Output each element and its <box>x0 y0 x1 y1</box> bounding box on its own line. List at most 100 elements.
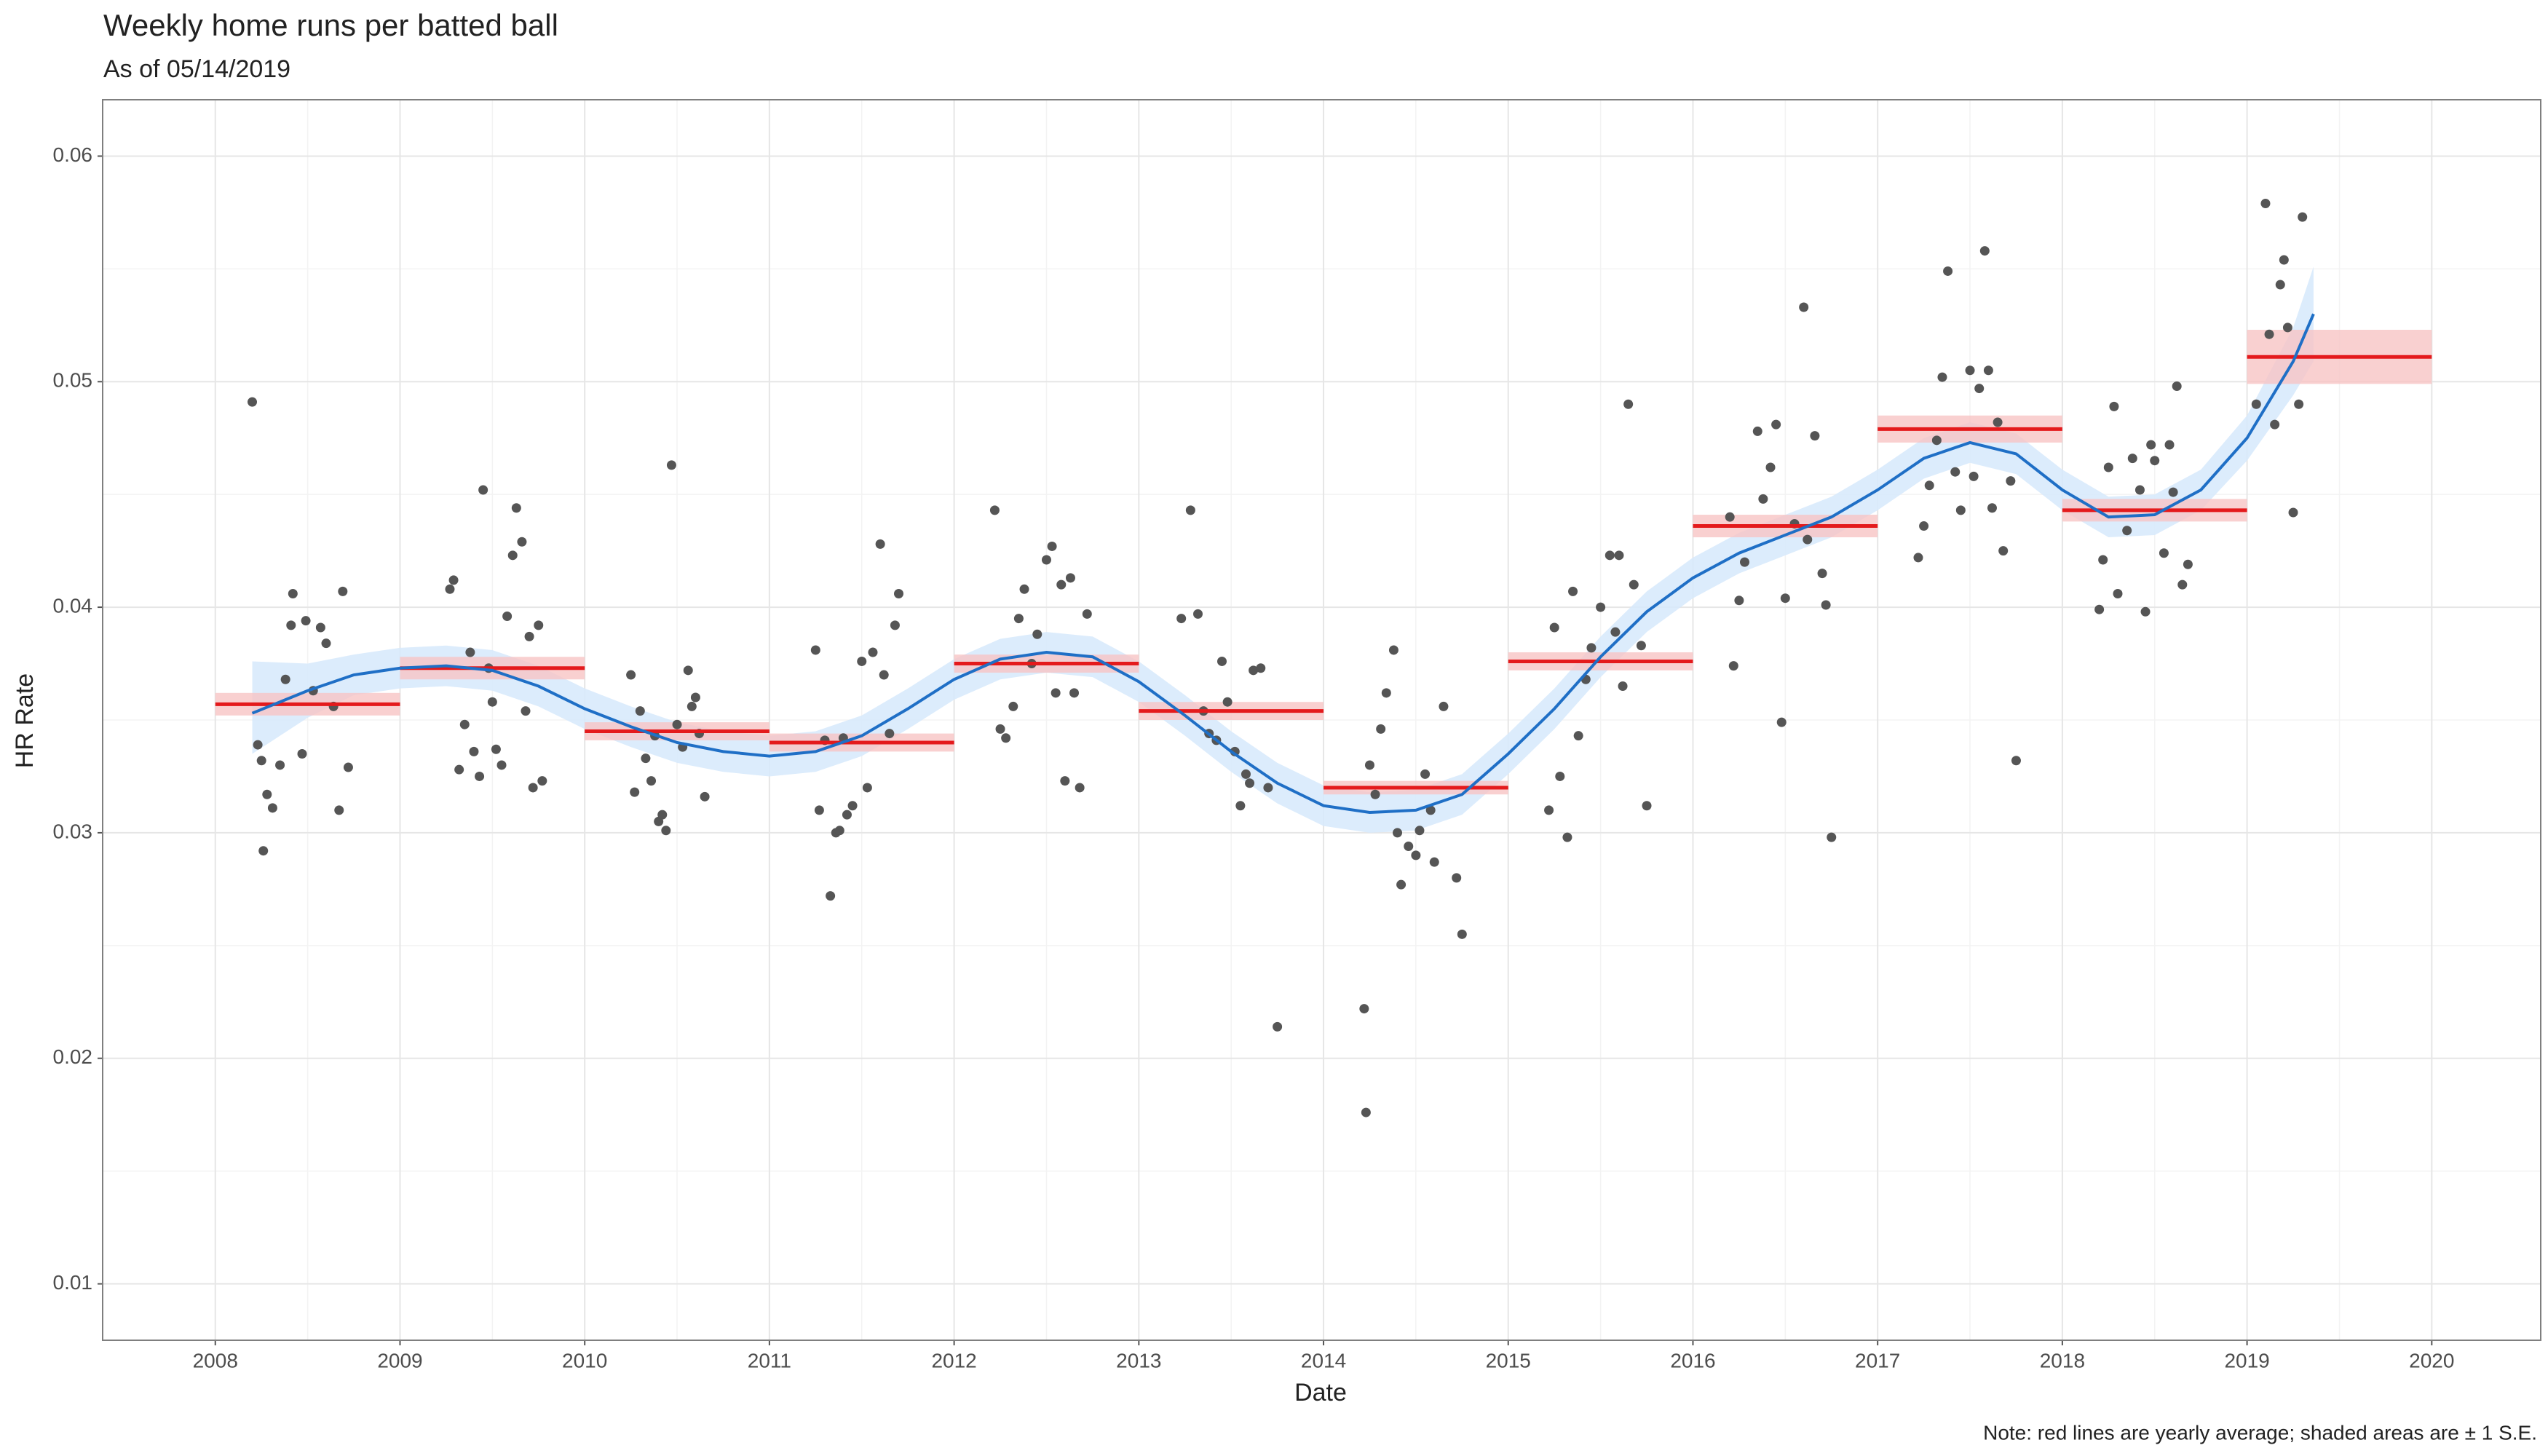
point <box>1728 661 1738 671</box>
point <box>1013 614 1024 624</box>
x-tick-label: 2018 <box>2040 1349 2085 1372</box>
point <box>1596 602 1606 612</box>
point <box>1562 832 1572 842</box>
point <box>521 706 531 716</box>
point <box>1457 929 1467 939</box>
point <box>1051 688 1061 698</box>
point <box>2113 589 2123 599</box>
note: Note: red lines are yearly average; shad… <box>1983 1421 2537 1444</box>
point <box>666 460 676 470</box>
point <box>630 787 640 797</box>
point <box>1993 417 2003 427</box>
point <box>700 791 710 802</box>
point <box>1618 681 1628 692</box>
point <box>672 719 682 729</box>
point <box>1439 701 1449 711</box>
point <box>1810 431 1820 441</box>
point <box>454 764 464 775</box>
point <box>1937 372 1947 382</box>
point <box>1241 769 1251 779</box>
point <box>1573 731 1583 741</box>
point <box>1273 1021 1283 1032</box>
point <box>1404 841 1414 851</box>
y-tick-label: 0.04 <box>53 594 93 617</box>
point <box>1752 426 1762 436</box>
point <box>646 776 657 786</box>
point <box>448 575 459 585</box>
point <box>262 789 272 799</box>
x-tick-label: 2010 <box>562 1349 607 1372</box>
point <box>842 810 852 820</box>
point <box>1411 850 1421 860</box>
point <box>258 846 269 856</box>
point <box>989 505 1000 515</box>
y-tick-label: 0.02 <box>53 1045 93 1068</box>
point <box>1817 569 1827 579</box>
point <box>1740 557 1750 567</box>
point <box>2270 419 2280 430</box>
point <box>626 670 636 680</box>
point <box>1193 609 1203 619</box>
point <box>301 616 311 626</box>
point <box>1776 717 1787 727</box>
point <box>1245 778 1255 788</box>
point <box>465 647 475 657</box>
point <box>1998 546 2009 556</box>
point <box>2150 456 2160 466</box>
point <box>847 801 858 811</box>
point <box>459 719 470 729</box>
point <box>687 701 697 711</box>
point <box>1943 266 1953 276</box>
point <box>475 771 485 781</box>
point <box>2275 280 2285 290</box>
point <box>862 783 872 793</box>
point <box>1734 596 1744 606</box>
point <box>2279 255 2289 265</box>
point <box>511 503 521 513</box>
point <box>1969 471 1979 481</box>
point <box>502 611 513 621</box>
point <box>1827 832 1837 842</box>
point <box>868 647 878 657</box>
point <box>267 803 277 813</box>
point <box>2168 487 2178 497</box>
point <box>334 805 344 815</box>
point <box>491 744 501 754</box>
point <box>275 760 285 770</box>
point <box>1974 384 1985 394</box>
point <box>1636 641 1646 651</box>
x-tick-label: 2017 <box>1855 1349 1900 1372</box>
point <box>1987 503 1997 513</box>
point <box>995 724 1005 734</box>
point <box>1950 467 1961 477</box>
point <box>1376 724 1386 734</box>
point <box>1983 365 1993 376</box>
point <box>641 753 651 764</box>
y-tick-label: 0.01 <box>53 1271 93 1294</box>
point <box>1425 805 1436 815</box>
point <box>2298 212 2308 222</box>
point <box>814 805 824 815</box>
point <box>445 584 455 594</box>
point <box>1586 643 1597 653</box>
point <box>1069 688 1080 698</box>
point <box>879 670 889 680</box>
point <box>2127 454 2137 464</box>
point <box>1008 701 1018 711</box>
point <box>1235 801 1246 811</box>
point <box>683 665 693 676</box>
point <box>1393 828 1403 838</box>
point <box>1821 600 1831 610</box>
point <box>2264 329 2274 339</box>
point <box>2251 399 2261 409</box>
point <box>875 539 885 549</box>
point <box>885 729 895 739</box>
point <box>1415 826 1425 836</box>
point <box>1568 586 1578 596</box>
x-tick-label: 2014 <box>1301 1349 1346 1372</box>
point <box>1924 480 1934 491</box>
x-tick-label: 2008 <box>193 1349 238 1372</box>
point <box>2164 440 2175 450</box>
